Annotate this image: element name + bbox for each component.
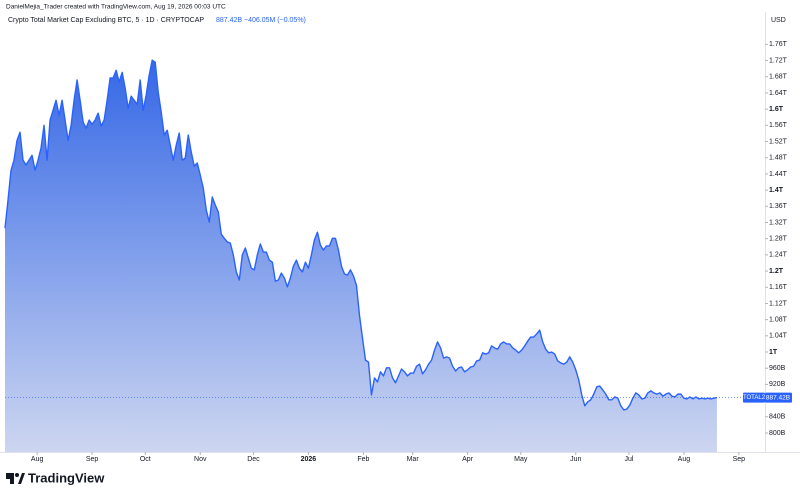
legend-change: −406.05M (−0.05%) bbox=[244, 17, 306, 24]
y-tick-label: 1.68T bbox=[769, 74, 788, 81]
y-tick-label: 1.36T bbox=[769, 203, 788, 210]
logo: TradingView bbox=[6, 470, 105, 485]
x-tick-label: Aug bbox=[31, 456, 44, 463]
y-tick-label: 1.16T bbox=[769, 284, 788, 291]
area-fill bbox=[5, 60, 717, 453]
x-tick-label: Sep bbox=[733, 456, 746, 463]
x-tick-label: Mar bbox=[407, 456, 420, 463]
x-tick-label: May bbox=[514, 456, 528, 463]
y-tick-label: 1.56T bbox=[769, 122, 788, 129]
y-tick-label: 1.32T bbox=[769, 219, 788, 226]
legend-title: Crypto Total Market Cap Excluding BTC, 5… bbox=[8, 17, 204, 24]
x-tick-label: Oct bbox=[140, 456, 151, 463]
y-tick-label: 1.6T bbox=[769, 106, 784, 113]
y-tick-label: 1.64T bbox=[769, 90, 788, 97]
y-tick-label: 1.04T bbox=[769, 333, 788, 340]
x-tick-label: Jul bbox=[624, 456, 633, 463]
y-tick-label: 800B bbox=[769, 430, 786, 437]
x-tick-label: Aug bbox=[678, 456, 691, 463]
y-tick-label: 840B bbox=[769, 414, 786, 421]
price-tag bbox=[743, 392, 765, 403]
currency: USD bbox=[771, 17, 786, 24]
x-tick-label: Jun bbox=[570, 456, 581, 463]
y-tick-label: 960B bbox=[769, 365, 786, 372]
x-tick-label: Dec bbox=[247, 456, 260, 463]
logo-mark bbox=[6, 473, 12, 479]
y-tick-label: 1.12T bbox=[769, 300, 788, 307]
y-tick-label: 1.72T bbox=[769, 57, 788, 64]
x-tick-label: Sep bbox=[86, 456, 99, 463]
price-tag-value: 887.42B bbox=[766, 394, 790, 401]
y-tick-label: 1.24T bbox=[769, 252, 788, 259]
attribution: DanielMejia_Trader created with TradingV… bbox=[6, 4, 226, 11]
y-tick-label: 1.2T bbox=[769, 268, 784, 275]
x-tick-label: 2026 bbox=[301, 456, 317, 463]
y-tick-label: 1T bbox=[769, 349, 778, 356]
x-tick-label: Apr bbox=[462, 456, 474, 463]
y-tick-label: 920B bbox=[769, 381, 786, 388]
legend-value: 887.42B bbox=[216, 17, 242, 24]
y-tick-label: 1.52T bbox=[769, 138, 788, 145]
y-tick-label: 1.28T bbox=[769, 236, 788, 243]
y-tick-label: 1.08T bbox=[769, 316, 788, 323]
y-tick-label: 1.4T bbox=[769, 187, 784, 194]
x-tick-label: Feb bbox=[357, 456, 369, 463]
price-tag-name: TOTAL2 bbox=[743, 395, 766, 401]
price-tag bbox=[765, 392, 792, 403]
y-tick-label: 1.76T bbox=[769, 41, 788, 48]
logo-mark bbox=[18, 473, 25, 484]
y-tick-label: 1.48T bbox=[769, 155, 788, 162]
logo-mark bbox=[10, 473, 14, 484]
y-tick-label: 1.44T bbox=[769, 171, 788, 178]
line bbox=[4, 59, 718, 411]
brand: TradingView bbox=[28, 470, 105, 485]
x-tick-label: Nov bbox=[194, 456, 207, 463]
logo-mark bbox=[15, 473, 19, 477]
